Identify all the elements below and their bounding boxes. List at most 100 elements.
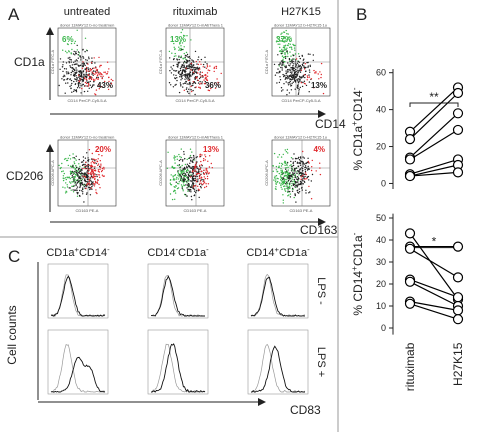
event-dot	[87, 165, 89, 167]
event-dot	[87, 67, 89, 69]
event-dot	[73, 68, 75, 71]
event-dot	[189, 188, 191, 191]
event-dot	[81, 67, 84, 70]
panel-label: C	[8, 247, 20, 266]
event-dot	[290, 89, 293, 91]
event-dot	[275, 175, 278, 177]
event-dot	[195, 173, 198, 175]
event-dot	[275, 188, 277, 190]
event-dot	[300, 69, 303, 72]
event-dot	[88, 77, 91, 79]
event-dot	[95, 72, 97, 74]
event-dot	[179, 76, 181, 78]
event-dot	[88, 84, 90, 86]
event-dot	[298, 174, 300, 176]
event-dot	[190, 69, 192, 71]
event-dot	[188, 185, 190, 188]
event-dot	[72, 53, 75, 55]
event-dot	[101, 169, 104, 172]
event-dot	[78, 52, 81, 54]
event-dot	[273, 177, 276, 179]
event-dot	[88, 56, 90, 58]
event-dot	[214, 87, 217, 89]
event-dot	[86, 152, 88, 154]
event-dot	[91, 182, 93, 184]
event-dot	[85, 77, 88, 79]
event-dot	[182, 62, 185, 64]
event-dot	[291, 190, 294, 192]
event-dot	[104, 80, 106, 83]
event-dot	[287, 82, 289, 84]
event-dot	[319, 71, 321, 73]
event-dot	[73, 178, 75, 180]
event-dot	[176, 77, 178, 79]
event-dot	[304, 166, 306, 169]
event-dot	[180, 170, 182, 172]
event-dot	[304, 173, 306, 175]
event-dot	[281, 169, 283, 171]
event-dot	[295, 178, 298, 180]
event-dot	[82, 161, 84, 163]
event-dot	[286, 187, 288, 189]
event-dot	[281, 67, 283, 69]
event-dot	[72, 191, 75, 193]
event-dot	[95, 181, 97, 184]
event-dot	[167, 151, 169, 153]
event-dot	[308, 69, 311, 71]
event-dot	[92, 168, 94, 171]
event-dot	[190, 175, 193, 177]
event-dot	[84, 51, 86, 53]
event-dot	[178, 70, 180, 73]
event-dot	[205, 76, 207, 79]
event-dot	[287, 177, 290, 179]
event-dot	[75, 72, 78, 74]
event-dot	[58, 84, 60, 87]
event-dot	[75, 184, 77, 187]
event-dot	[213, 67, 215, 70]
event-dot	[207, 183, 210, 185]
event-dot	[77, 74, 80, 77]
event-dot	[297, 53, 300, 55]
event-dot	[285, 55, 287, 58]
event-dot	[87, 160, 90, 162]
event-dot	[73, 185, 75, 187]
event-dot	[180, 56, 182, 59]
event-dot	[101, 77, 103, 80]
event-dot	[188, 79, 190, 82]
y-tick-label: 60	[376, 68, 386, 78]
event-dot	[65, 190, 67, 192]
event-dot	[285, 48, 287, 51]
x-tick-label: H27K15	[451, 342, 465, 386]
event-dot	[71, 170, 74, 173]
event-dot	[192, 68, 194, 71]
event-dot	[80, 70, 82, 73]
event-dot	[63, 172, 65, 175]
event-dot	[204, 156, 207, 158]
event-dot	[87, 85, 90, 87]
event-dot	[203, 182, 205, 184]
significance: **	[429, 90, 439, 104]
event-dot	[93, 79, 95, 82]
event-dot	[284, 75, 286, 77]
event-dot	[95, 89, 98, 91]
event-dot	[278, 182, 281, 184]
event-dot	[205, 171, 207, 173]
event-dot	[291, 173, 293, 176]
event-dot	[197, 180, 199, 182]
event-dot	[302, 165, 304, 167]
event-dot	[283, 61, 286, 63]
event-dot	[176, 158, 178, 160]
event-dot	[92, 67, 94, 70]
event-dot	[294, 169, 296, 172]
event-dot	[80, 74, 83, 77]
event-dot	[282, 173, 284, 175]
event-dot	[178, 173, 180, 175]
event-dot	[283, 46, 285, 49]
event-dot	[284, 172, 286, 174]
event-dot	[292, 158, 294, 160]
event-dot	[75, 59, 78, 61]
event-dot	[65, 71, 68, 73]
event-dot	[206, 175, 209, 178]
event-dot	[200, 187, 202, 189]
